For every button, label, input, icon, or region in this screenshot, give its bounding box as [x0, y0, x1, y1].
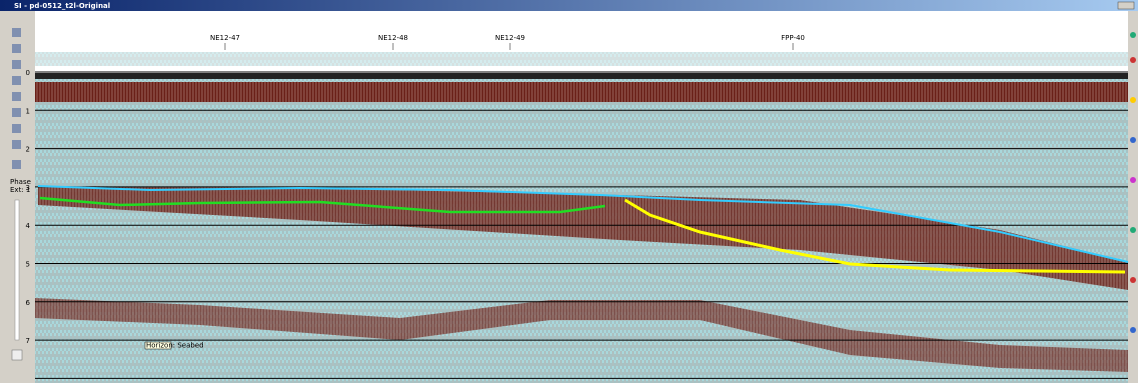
depth-label: 6	[26, 299, 31, 307]
line-label: NE12-47	[210, 34, 240, 42]
depth-label: 1	[26, 107, 30, 115]
top-band	[35, 73, 1128, 79]
tooltip: Horizon: Seabed	[146, 342, 204, 350]
water-band	[35, 82, 1128, 102]
depth-label: 3	[26, 184, 30, 192]
app-window: SI - pd-0512_t2l-Original Phase Ext: 1 N…	[0, 0, 1138, 383]
depth-label: 7	[26, 337, 30, 345]
tool-button[interactable]	[12, 350, 22, 360]
title-bar	[0, 0, 1138, 11]
depth-label: 5	[26, 261, 30, 269]
tool-icons[interactable]	[12, 28, 21, 169]
depth-label: 4	[26, 222, 31, 230]
line-label: NE12-49	[495, 34, 525, 42]
slider[interactable]	[15, 200, 19, 340]
depth-label: 2	[26, 146, 30, 154]
window-buttons[interactable]	[1118, 2, 1134, 9]
window-title: SI - pd-0512_t2l-Original	[14, 2, 110, 10]
line-label: FPP-40	[781, 34, 805, 42]
line-label: NE12-48	[378, 34, 408, 42]
depth-label: 0	[26, 69, 30, 77]
trace-numbers	[35, 52, 1128, 66]
